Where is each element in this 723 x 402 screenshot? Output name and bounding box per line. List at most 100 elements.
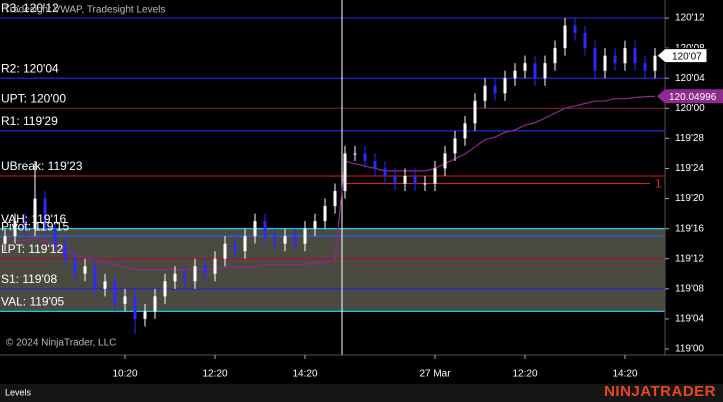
- candle-body: [473, 100, 477, 124]
- x-tick-label: 12:20: [202, 369, 227, 380]
- last-price-tag: [656, 48, 708, 64]
- y-tick-label: 119'20: [675, 193, 704, 204]
- candle-body: [323, 206, 327, 222]
- candle-body: [133, 296, 137, 319]
- candle-body: [643, 63, 647, 71]
- candle-body: [593, 48, 597, 71]
- x-tick-label: 14:20: [292, 369, 317, 380]
- y-tick-label: 119'00: [675, 344, 704, 355]
- candle-body: [193, 266, 197, 282]
- candle-body: [573, 25, 577, 34]
- candle-body: [203, 266, 207, 274]
- candle-body: [313, 221, 317, 229]
- axis-layer: 120'12120'08120'04120'00119'28119'24119'…: [112, 13, 723, 380]
- level-label: VAL: 119'05: [1, 295, 65, 309]
- candle-body: [63, 243, 67, 259]
- candle-body: [353, 153, 357, 155]
- candle-body: [303, 228, 307, 244]
- vwap-tag: [657, 89, 723, 104]
- candle-body: [213, 258, 217, 274]
- x-tick-label: 14:20: [612, 369, 637, 380]
- candle-body: [233, 243, 237, 252]
- candle-body: [423, 183, 427, 185]
- candle-body: [23, 221, 27, 229]
- y-tick-label: 119'28: [675, 133, 704, 144]
- candle-body: [3, 236, 7, 244]
- candle-body: [513, 70, 517, 79]
- y-tick-label: 120'00: [675, 103, 705, 114]
- candle-body: [153, 296, 157, 312]
- level-label: R1: 119'29: [1, 114, 58, 128]
- x-tick-label: 12:20: [512, 369, 537, 380]
- candle-body: [43, 198, 47, 229]
- candle-body: [493, 85, 497, 94]
- candle-body: [33, 198, 37, 229]
- x-tick-label: 10:20: [112, 369, 137, 380]
- y-tick-label: 120'04: [675, 73, 705, 84]
- candle-body: [223, 243, 227, 259]
- candle-body: [373, 160, 377, 169]
- candle-body: [273, 236, 277, 244]
- level-layer: [0, 17, 665, 312]
- y-tick-label: 119'08: [675, 283, 704, 294]
- candle-body: [483, 85, 487, 101]
- panel-label: Levels: [5, 387, 32, 397]
- candle-body: [113, 281, 117, 304]
- candle-body: [283, 236, 287, 244]
- candle-body: [633, 48, 637, 64]
- level-label: S1: 119'08: [1, 272, 57, 286]
- candle-body: [623, 48, 627, 64]
- x-tick-label: 27 Mar: [419, 369, 451, 380]
- y-tick-label: 120'12: [675, 13, 705, 24]
- level-label: LPT: 119'12: [1, 242, 63, 256]
- level-label: UPT: 120'00: [1, 91, 66, 105]
- chart-title: Tradesight VWAP, Tradesight Levels: [4, 5, 165, 16]
- candle-body: [433, 168, 437, 184]
- value-area-zone: [0, 228, 665, 312]
- y-tick-label: 119'24: [675, 163, 704, 174]
- candle-body: [143, 311, 147, 319]
- level-label: Pivot: 119'15: [1, 219, 69, 233]
- candle-body: [123, 296, 127, 304]
- candle-body: [243, 236, 247, 252]
- candle-body: [453, 138, 457, 154]
- candle-body: [13, 221, 17, 237]
- candle-body: [363, 153, 367, 161]
- y-tick-label: 119'16: [675, 223, 704, 234]
- candle-body: [333, 191, 337, 207]
- y-tick-label: 119'04: [675, 314, 704, 325]
- marker-label: 1: [655, 177, 662, 191]
- last-price-label: 120'07: [672, 51, 702, 62]
- candle-body: [103, 281, 107, 289]
- candle-body: [253, 221, 257, 237]
- vwap-line: [4, 95, 656, 271]
- zone-layer: [0, 228, 665, 312]
- y-tick-label: 119'12: [675, 253, 704, 264]
- footer-bar: [0, 384, 723, 402]
- candle-body: [553, 48, 557, 64]
- candle-body: [53, 228, 57, 244]
- level-label: UBreak: 119'23: [1, 159, 83, 173]
- label-layer: R3: 120'12 R2: 120'04 UPT: 120'00 R1: 119'2…: [1, 1, 662, 308]
- candle-body: [523, 63, 527, 71]
- candle-body: [163, 281, 167, 297]
- candle-body: [173, 273, 177, 282]
- candle-body: [533, 63, 537, 79]
- candle-body: [393, 175, 397, 184]
- candle-body: [413, 175, 417, 184]
- copyright: © 2024 NinjaTrader, LLC: [6, 338, 116, 349]
- candle-body: [503, 78, 507, 94]
- candle-body: [73, 258, 77, 274]
- candle-body: [93, 266, 97, 289]
- candle-body: [343, 153, 347, 192]
- candle-body: [293, 236, 297, 244]
- candle-body: [383, 168, 387, 176]
- candle-body: [463, 123, 467, 139]
- candle-body: [403, 175, 407, 184]
- price-layer: [3, 18, 657, 334]
- level-label: R3: 120'12: [1, 1, 59, 15]
- candle-body: [83, 266, 87, 274]
- candle-body: [603, 55, 607, 71]
